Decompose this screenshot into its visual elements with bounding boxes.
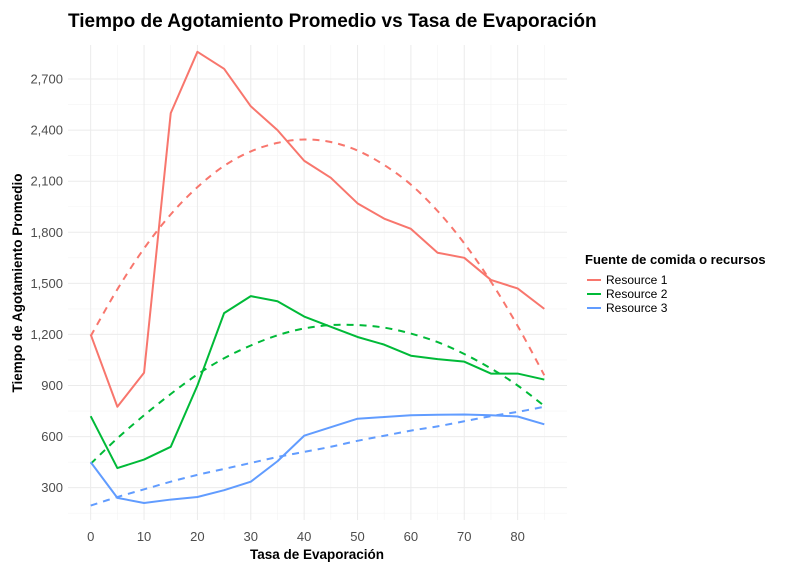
x-axis-title: Tasa de Evaporación: [250, 547, 384, 562]
grid: [68, 45, 567, 520]
legend-label-resource-2: Resource 2: [606, 287, 668, 301]
trend-line-resource-1: [89, 138, 546, 376]
trend-line-resource-3: [90, 405, 545, 507]
x-tick-label: 60: [404, 529, 418, 544]
y-tick-label: 900: [41, 378, 63, 393]
legend-label-resource-3: Resource 3: [606, 301, 668, 315]
y-axis-title: Tiempo de Agotamiento Promedio: [10, 173, 25, 392]
legend-label-resource-1: Resource 1: [606, 273, 668, 287]
legend: Fuente de comida o recursos Resource 1Re…: [585, 252, 766, 315]
x-tick-label: 10: [137, 529, 151, 544]
trend-lines: [89, 138, 546, 507]
trend-line-resource-2: [89, 323, 545, 465]
x-tick-label: 40: [297, 529, 311, 544]
y-tick-label: 2,700: [30, 72, 63, 87]
x-tick-label: 0: [87, 529, 94, 544]
y-tick-label: 1,800: [30, 225, 63, 240]
x-tick-label: 20: [190, 529, 204, 544]
series-line-resource-2: [89, 295, 545, 470]
y-tick-label: 1,500: [30, 276, 63, 291]
chart-title: Tiempo de Agotamiento Promedio vs Tasa d…: [68, 11, 597, 32]
x-tick-label: 50: [350, 529, 364, 544]
x-tick-label: 30: [244, 529, 258, 544]
y-tick-label: 1,200: [30, 327, 63, 342]
series-lines: [89, 50, 545, 504]
series-line-resource-1: [89, 50, 545, 408]
y-tick-label: 2,400: [30, 123, 63, 138]
legend-title: Fuente de comida o recursos: [585, 252, 766, 267]
series-line-resource-3: [89, 413, 545, 504]
y-tick-label: 2,100: [30, 174, 63, 189]
y-axis-ticks: 300 600 900 1,200 1,500 1,800 2,100 2,400 2,700: [30, 72, 63, 496]
y-tick-label: 300: [41, 480, 63, 495]
y-tick-label: 600: [41, 429, 63, 444]
x-tick-label: 70: [457, 529, 471, 544]
x-tick-label: 80: [510, 529, 524, 544]
x-axis-ticks: 0 10 20 30 40 50 60 70 80: [87, 529, 525, 544]
